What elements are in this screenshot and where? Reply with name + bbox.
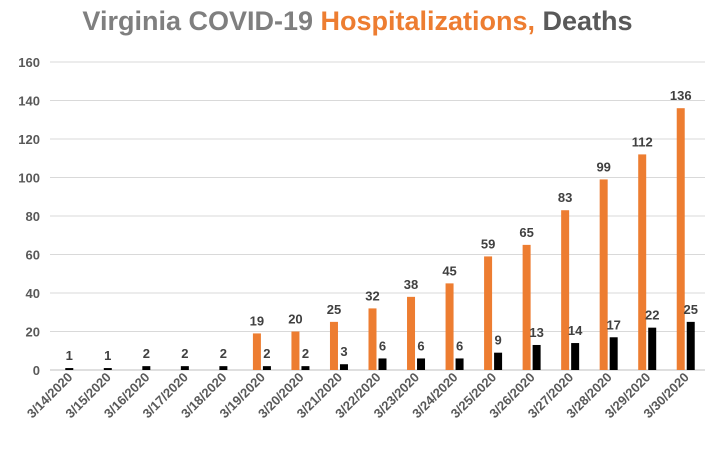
bar-deaths [648, 327, 657, 370]
bar-deaths [417, 358, 426, 370]
bar-deaths [142, 366, 151, 370]
bar-deaths [339, 364, 348, 370]
bar-deaths [103, 368, 112, 370]
y-tick-label: 120 [18, 132, 40, 147]
data-label-deaths: 2 [181, 346, 188, 361]
data-label-hospitalizations: 38 [404, 277, 418, 292]
data-label-deaths: 1 [66, 348, 73, 363]
data-label-deaths: 6 [417, 338, 424, 353]
bar-deaths [455, 358, 464, 370]
data-label-hospitalizations: 32 [365, 288, 379, 303]
data-label-hospitalizations: 19 [250, 313, 264, 328]
data-label-deaths: 22 [645, 308, 659, 323]
bar-hospitalizations [522, 244, 531, 370]
data-label-hospitalizations: 20 [288, 312, 302, 327]
bar-deaths [301, 366, 310, 370]
bar-deaths [219, 366, 228, 370]
bar-hospitalizations [252, 333, 261, 370]
data-label-deaths: 9 [494, 333, 501, 348]
bar-deaths [609, 337, 618, 370]
bar-deaths [571, 343, 580, 370]
bar-deaths [378, 358, 387, 370]
bar-hospitalizations [291, 331, 300, 370]
bar-deaths [65, 368, 74, 370]
y-tick-label: 160 [18, 55, 40, 70]
bar-deaths [494, 352, 503, 370]
data-label-deaths: 2 [302, 346, 309, 361]
bar-deaths [532, 344, 541, 370]
bar-hospitalizations [484, 256, 493, 370]
data-label-hospitalizations: 83 [558, 190, 572, 205]
bar-deaths [686, 321, 695, 370]
y-tick-label: 20 [26, 325, 40, 340]
data-label-deaths: 6 [379, 338, 386, 353]
title-part-region: Virginia COVID-19 [82, 6, 321, 36]
data-label-hospitalizations: 59 [481, 236, 495, 251]
data-label-deaths: 25 [684, 302, 698, 317]
data-label-deaths: 2 [143, 346, 150, 361]
data-label-hospitalizations: 99 [596, 159, 610, 174]
bar-hospitalizations [368, 308, 377, 370]
data-label-deaths: 3 [340, 344, 347, 359]
data-label-deaths: 2 [220, 346, 227, 361]
bar-hospitalizations [407, 296, 416, 370]
bar-deaths [262, 366, 271, 370]
bar-hospitalizations [445, 283, 454, 370]
title-part-hospitalizations: Hospitalizations, [320, 6, 536, 36]
data-label-hospitalizations: 112 [632, 134, 653, 149]
data-label-hospitalizations: 25 [327, 302, 341, 317]
data-label-deaths: 6 [456, 338, 463, 353]
y-tick-label: 0 [33, 363, 40, 378]
data-label-deaths: 13 [529, 325, 543, 340]
chart-title: Virginia COVID-19 Hospitalizations, Deat… [0, 6, 715, 37]
data-label-hospitalizations: 45 [442, 263, 456, 278]
y-tick-label: 80 [26, 209, 40, 224]
y-tick-label: 140 [18, 94, 40, 109]
data-label-deaths: 17 [606, 317, 620, 332]
data-label-deaths: 14 [568, 323, 583, 338]
bar-hospitalizations [599, 179, 608, 370]
data-label-hospitalizations: 136 [670, 88, 692, 103]
title-part-deaths: Deaths [535, 6, 633, 36]
y-tick-label: 60 [26, 248, 40, 263]
bar-deaths [180, 366, 189, 370]
bar-hospitalizations [638, 154, 647, 370]
data-label-hospitalizations: 65 [519, 225, 533, 240]
bar-hospitalizations [561, 210, 570, 370]
data-label-deaths: 2 [263, 346, 270, 361]
y-tick-label: 100 [18, 171, 40, 186]
data-label-deaths: 1 [104, 348, 111, 363]
bar-hospitalizations [329, 321, 338, 370]
y-tick-label: 40 [26, 286, 40, 301]
bar-hospitalizations [676, 108, 685, 370]
